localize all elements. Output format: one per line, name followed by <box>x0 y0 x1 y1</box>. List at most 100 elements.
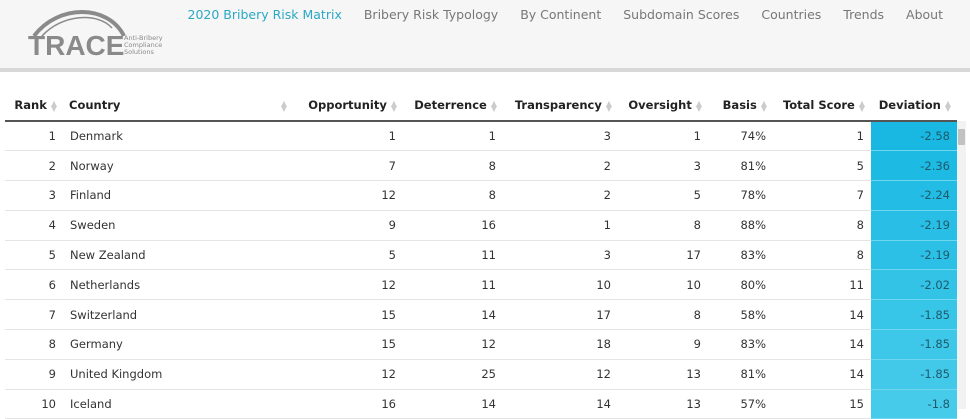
cell-country: Germany <box>63 329 293 360</box>
cell-opportunity: 1 <box>293 121 403 152</box>
cell-country: Sweden <box>63 210 293 241</box>
cell-basis: 57% <box>708 389 773 419</box>
cell-total-score: 14 <box>773 299 871 331</box>
cell-transparency: 3 <box>503 240 618 271</box>
cell-country: Netherlands <box>63 269 293 301</box>
table-row[interactable]: 6 Netherlands 12 11 10 10 80% 11 -2.02 <box>5 269 957 301</box>
sort-icon[interactable]: ▲ ▼ <box>50 98 57 113</box>
table-row[interactable]: 1 Denmark 1 1 3 1 74% 1 -2.58 <box>5 121 957 152</box>
scrollbar-thumb[interactable] <box>958 129 965 145</box>
column-label: Country <box>69 98 121 112</box>
column-header-opportunity[interactable]: Opportunity ▲ ▼ <box>293 90 403 122</box>
table-row[interactable]: 2 Norway 7 8 2 3 81% 5 -2.36 <box>5 150 957 182</box>
nav-countries[interactable]: Countries <box>761 7 822 22</box>
nav-trends[interactable]: Trends <box>843 7 885 22</box>
cell-oversight: 5 <box>618 180 708 211</box>
table-row[interactable]: 9 United Kingdom 12 25 12 13 81% 14 -1.85 <box>5 359 957 390</box>
cell-transparency: 14 <box>503 389 618 419</box>
cell-total-score: 1 <box>773 121 871 152</box>
cell-opportunity: 12 <box>293 269 403 301</box>
column-header-transparency[interactable]: Transparency ▲ ▼ <box>503 90 618 122</box>
cell-transparency: 2 <box>503 150 618 182</box>
column-header-rank[interactable]: Rank ▲ ▼ <box>5 90 63 122</box>
nav-2020-bribery-risk-matrix[interactable]: 2020 Bribery Risk Matrix <box>187 7 342 22</box>
cell-transparency: 17 <box>503 299 618 331</box>
cell-total-score: 8 <box>773 240 871 271</box>
sort-icon[interactable]: ▲ ▼ <box>605 98 612 113</box>
cell-transparency: 3 <box>503 121 618 152</box>
column-label: Opportunity <box>308 98 387 112</box>
cell-rank: 1 <box>5 121 63 152</box>
sort-icon[interactable]: ▲ ▼ <box>858 98 865 113</box>
cell-oversight: 1 <box>618 121 708 152</box>
table-row[interactable]: 8 Germany 15 12 18 9 83% 14 -1.85 <box>5 329 957 360</box>
cell-opportunity: 16 <box>293 389 403 419</box>
sort-icon[interactable]: ▲ ▼ <box>944 98 951 113</box>
cell-opportunity: 12 <box>293 180 403 211</box>
sort-icon[interactable]: ▲ ▼ <box>280 99 287 113</box>
cell-oversight: 8 <box>618 299 708 331</box>
cell-basis: 78% <box>708 180 773 211</box>
nav-bribery-risk-typology[interactable]: Bribery Risk Typology <box>363 7 499 22</box>
cell-transparency: 18 <box>503 329 618 360</box>
cell-total-score: 7 <box>773 180 871 211</box>
column-header-country[interactable]: Country ▲ ▼ <box>63 90 293 122</box>
cell-country: Switzerland <box>63 299 293 331</box>
cell-rank: 4 <box>5 210 63 241</box>
trace-logo[interactable]: TRACE Anti-Bribery Compliance Solutions <box>28 6 178 60</box>
column-label: Deviation <box>878 98 941 112</box>
cell-total-score: 8 <box>773 210 871 241</box>
cell-oversight: 17 <box>618 240 708 271</box>
cell-basis: 81% <box>708 359 773 390</box>
cell-basis: 81% <box>708 150 773 182</box>
table-row[interactable]: 10 Iceland 16 14 14 13 57% 15 -1.8 <box>5 389 957 419</box>
column-header-total-score[interactable]: Total Score ▲ ▼ <box>773 90 871 122</box>
cell-deviation: -1.85 <box>871 329 957 360</box>
nav-subdomain-scores[interactable]: Subdomain Scores <box>623 7 740 22</box>
column-header-deterrence[interactable]: Deterrence ▲ ▼ <box>403 90 503 122</box>
table-row[interactable]: 4 Sweden 9 16 1 8 88% 8 -2.19 <box>5 210 957 241</box>
column-label: Basis <box>722 98 757 112</box>
sort-icon[interactable]: ▲ ▼ <box>695 98 702 113</box>
sort-icon[interactable]: ▲ ▼ <box>760 98 767 113</box>
cell-total-score: 15 <box>773 389 871 419</box>
cell-basis: 58% <box>708 299 773 331</box>
cell-oversight: 13 <box>618 389 708 419</box>
column-header-deviation[interactable]: Deviation ▲ ▼ <box>871 90 957 122</box>
table-row[interactable]: 5 New Zealand 5 11 3 17 83% 8 -2.19 <box>5 240 957 271</box>
cell-transparency: 10 <box>503 269 618 301</box>
sort-icon[interactable]: ▲ ▼ <box>490 98 497 113</box>
cell-deviation: -2.19 <box>871 210 957 241</box>
cell-deterrence: 8 <box>403 150 503 182</box>
column-header-basis[interactable]: Basis ▲ ▼ <box>708 90 773 122</box>
cell-deterrence: 11 <box>403 269 503 301</box>
cell-country: Iceland <box>63 389 293 419</box>
cell-transparency: 2 <box>503 180 618 211</box>
sort-icon[interactable]: ▲ ▼ <box>390 98 397 113</box>
cell-opportunity: 7 <box>293 150 403 182</box>
cell-deterrence: 12 <box>403 329 503 360</box>
cell-oversight: 9 <box>618 329 708 360</box>
cell-total-score: 11 <box>773 269 871 301</box>
table-row[interactable]: 7 Switzerland 15 14 17 8 58% 14 -1.85 <box>5 299 957 331</box>
cell-rank: 6 <box>5 269 63 301</box>
cell-transparency: 12 <box>503 359 618 390</box>
svg-text:TRACE: TRACE <box>28 30 124 60</box>
cell-rank: 9 <box>5 359 63 390</box>
svg-text:Solutions: Solutions <box>124 48 154 56</box>
cell-basis: 83% <box>708 329 773 360</box>
cell-opportunity: 5 <box>293 240 403 271</box>
nav-by-continent[interactable]: By Continent <box>520 7 602 22</box>
cell-basis: 74% <box>708 121 773 152</box>
table-row[interactable]: 3 Finland 12 8 2 5 78% 7 -2.24 <box>5 180 957 211</box>
cell-oversight: 8 <box>618 210 708 241</box>
scrollbar[interactable] <box>957 121 966 409</box>
column-header-oversight[interactable]: Oversight ▲ ▼ <box>618 90 708 122</box>
cell-total-score: 14 <box>773 329 871 360</box>
cell-deviation: -1.85 <box>871 299 957 331</box>
nav-about[interactable]: About <box>906 7 943 22</box>
column-label: Deterrence <box>414 98 487 112</box>
cell-deterrence: 16 <box>403 210 503 241</box>
cell-deviation: -1.85 <box>871 359 957 390</box>
cell-country: Finland <box>63 180 293 211</box>
